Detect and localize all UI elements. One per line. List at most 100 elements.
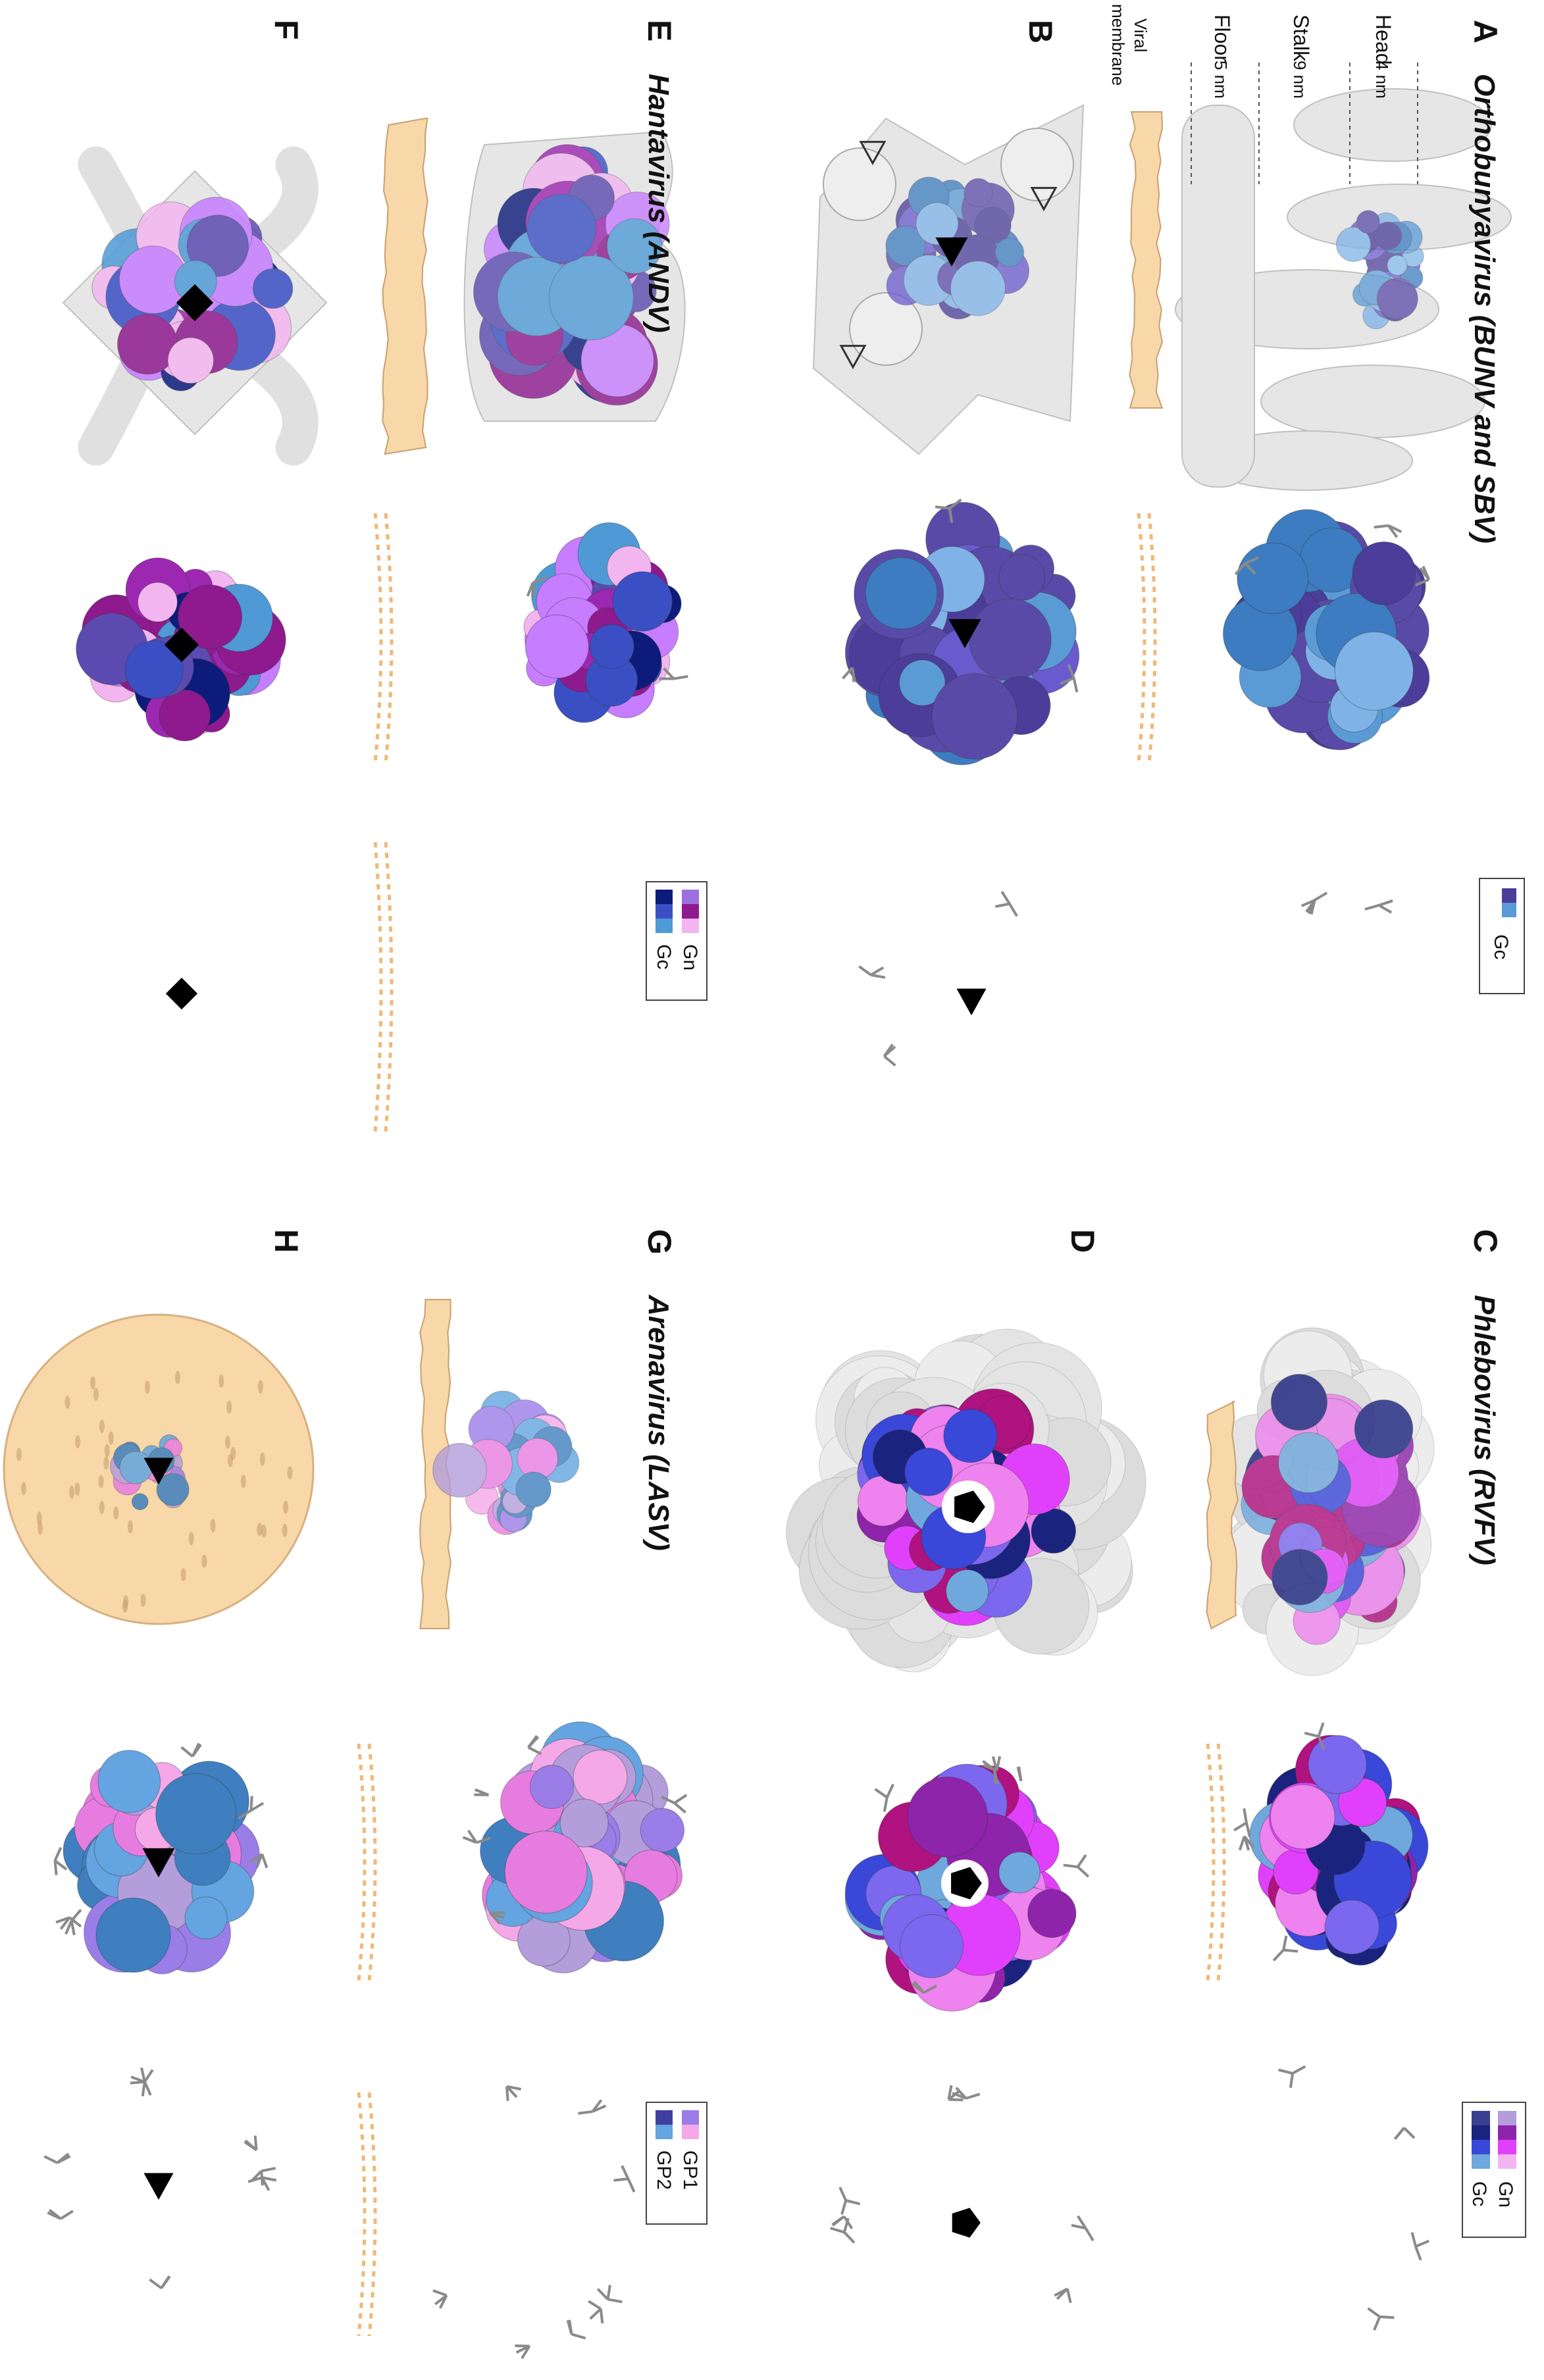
glycan — [191, 1744, 202, 1758]
glycan — [1008, 903, 1018, 917]
glycan — [1314, 892, 1328, 901]
glycan — [476, 1836, 491, 1844]
protein-surface — [473, 144, 670, 406]
glycan — [842, 667, 854, 680]
viral-membrane — [1206, 1401, 1239, 1630]
membrane-texture — [64, 1395, 70, 1409]
membrane-dash — [373, 513, 383, 764]
glycans — [526, 576, 688, 680]
glycan — [149, 2278, 163, 2290]
glycan — [592, 2104, 607, 2113]
glycan — [1415, 2239, 1430, 2248]
subunit — [548, 255, 634, 341]
membrane-outline — [373, 513, 394, 764]
glycans — [43, 2067, 277, 2290]
subunit — [885, 225, 926, 266]
glycans — [830, 2085, 1094, 2304]
membrane-outline — [357, 1743, 377, 1981]
membrane-texture — [140, 1594, 146, 1608]
membrane-texture — [188, 1532, 194, 1546]
glycan — [851, 667, 856, 682]
glycan — [531, 582, 536, 597]
glycan — [1419, 567, 1430, 581]
legend-swatch — [682, 2125, 699, 2139]
membrane-texture — [103, 1456, 109, 1470]
glycans — [1234, 524, 1431, 587]
symmetry-axis — [164, 627, 199, 663]
subunit — [1270, 1784, 1335, 1850]
glycan — [830, 2227, 845, 2234]
glycan — [56, 2152, 70, 2164]
glycan — [261, 2176, 277, 2182]
membrane-dash — [373, 842, 383, 1132]
glycan — [59, 1916, 71, 1930]
membrane-texture — [99, 1500, 105, 1514]
membrane-dash — [357, 2092, 367, 2337]
membrane-texture — [36, 1511, 42, 1525]
subunit — [525, 614, 590, 679]
legend-label: Gc — [1468, 2181, 1490, 2206]
glycan — [566, 2319, 573, 2335]
glycan — [1374, 524, 1389, 529]
glycan — [673, 674, 688, 680]
glycan — [1317, 1722, 1325, 1737]
membrane-dash — [1147, 513, 1157, 764]
legend-swatch — [656, 904, 673, 919]
subunit — [931, 672, 1018, 760]
glycan — [532, 576, 548, 584]
legend: Gc — [1479, 878, 1525, 994]
subunit — [1376, 278, 1418, 320]
membrane-texture — [180, 1567, 186, 1581]
glycan — [578, 2110, 593, 2115]
glycan — [1364, 903, 1379, 911]
protein-cartoon — [1250, 916, 1422, 1098]
membrane-texture — [128, 1520, 134, 1534]
membrane-texture — [201, 1554, 207, 1568]
subunit — [527, 193, 597, 264]
glycan — [1245, 1822, 1251, 1837]
density-spike — [1260, 365, 1485, 438]
membrane-texture — [122, 1600, 128, 1613]
glycan — [244, 2140, 257, 2152]
protein-cartoon — [434, 2100, 624, 2336]
glycan — [1084, 2227, 1094, 2242]
subunit — [167, 337, 215, 384]
membrane-dash — [1206, 1743, 1216, 1981]
panel-label: B — [1022, 20, 1059, 43]
subunit — [945, 1569, 989, 1613]
subunit — [1277, 1432, 1339, 1494]
glycan — [475, 1788, 490, 1796]
subunit — [432, 1442, 487, 1498]
region-size: 9 nm — [1290, 61, 1310, 99]
subunit — [1334, 631, 1414, 711]
density-lobe — [1000, 128, 1074, 201]
glycan — [1317, 1736, 1325, 1750]
subunit — [573, 1750, 628, 1805]
legend: Gn Gc — [1462, 2102, 1526, 2238]
legend-swatch — [656, 2125, 673, 2139]
glycan — [70, 1909, 82, 1922]
subunit — [131, 1493, 149, 1511]
glycans — [874, 1756, 1090, 1994]
glycan — [1017, 1766, 1023, 1782]
membrane-dash — [367, 1743, 377, 1981]
panel-label: F — [268, 20, 305, 40]
glycan — [621, 2165, 630, 2180]
subunit — [1031, 1508, 1077, 1554]
subunit — [186, 215, 249, 277]
glycan — [858, 965, 872, 976]
glycan — [1393, 2127, 1406, 2140]
glycan — [1378, 899, 1393, 907]
protein-surface — [63, 1750, 260, 1975]
glycans — [1300, 892, 1393, 915]
symmetry-axis — [165, 977, 198, 1010]
panel-title: Orthobunyavirus (BUNV and SBV) — [1468, 74, 1501, 544]
glycan — [1077, 1865, 1090, 1878]
membrane-outline — [357, 2092, 377, 2337]
legend-swatch — [1472, 2125, 1490, 2140]
glycan — [1415, 578, 1429, 587]
legend-swatch — [1498, 2140, 1516, 2154]
glycan — [253, 2135, 258, 2150]
protein-surface — [480, 1721, 685, 1974]
